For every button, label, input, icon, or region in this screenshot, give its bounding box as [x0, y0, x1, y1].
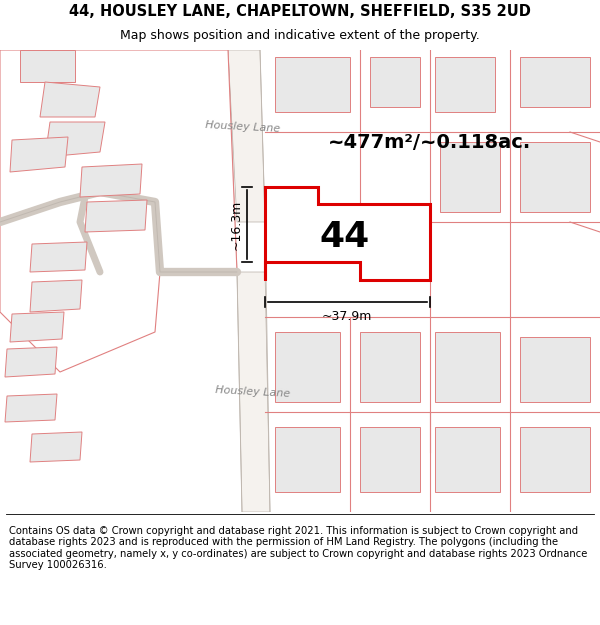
Text: ~477m²/~0.118ac.: ~477m²/~0.118ac. — [328, 132, 532, 151]
Polygon shape — [435, 57, 495, 112]
Polygon shape — [5, 394, 57, 422]
Polygon shape — [30, 432, 82, 462]
Text: 44, HOUSLEY LANE, CHAPELTOWN, SHEFFIELD, S35 2UD: 44, HOUSLEY LANE, CHAPELTOWN, SHEFFIELD,… — [69, 4, 531, 19]
Polygon shape — [237, 272, 270, 512]
Polygon shape — [80, 164, 142, 197]
Polygon shape — [45, 122, 105, 157]
Polygon shape — [275, 57, 350, 112]
Polygon shape — [440, 142, 500, 212]
Polygon shape — [520, 337, 590, 402]
Polygon shape — [5, 347, 57, 377]
Polygon shape — [520, 427, 590, 492]
Polygon shape — [10, 312, 64, 342]
Polygon shape — [20, 50, 75, 82]
Polygon shape — [265, 187, 430, 280]
Polygon shape — [370, 57, 420, 107]
Polygon shape — [30, 280, 82, 312]
Polygon shape — [520, 57, 590, 107]
Polygon shape — [435, 332, 500, 402]
Text: ~37.9m: ~37.9m — [322, 310, 372, 323]
Polygon shape — [228, 50, 265, 222]
Polygon shape — [275, 332, 340, 402]
Polygon shape — [30, 242, 87, 272]
Text: Housley Lane: Housley Lane — [215, 385, 291, 399]
Polygon shape — [360, 427, 420, 492]
Text: Housley Lane: Housley Lane — [205, 120, 281, 134]
Polygon shape — [275, 427, 340, 492]
Text: 44: 44 — [320, 220, 370, 254]
Polygon shape — [520, 142, 590, 212]
Polygon shape — [360, 332, 420, 402]
Polygon shape — [435, 427, 500, 492]
Text: ~16.3m: ~16.3m — [230, 200, 243, 250]
Polygon shape — [10, 137, 68, 172]
Polygon shape — [40, 82, 100, 117]
Text: Map shows position and indicative extent of the property.: Map shows position and indicative extent… — [120, 29, 480, 42]
Text: Contains OS data © Crown copyright and database right 2021. This information is : Contains OS data © Crown copyright and d… — [9, 526, 587, 571]
Polygon shape — [0, 50, 237, 372]
Polygon shape — [85, 200, 147, 232]
